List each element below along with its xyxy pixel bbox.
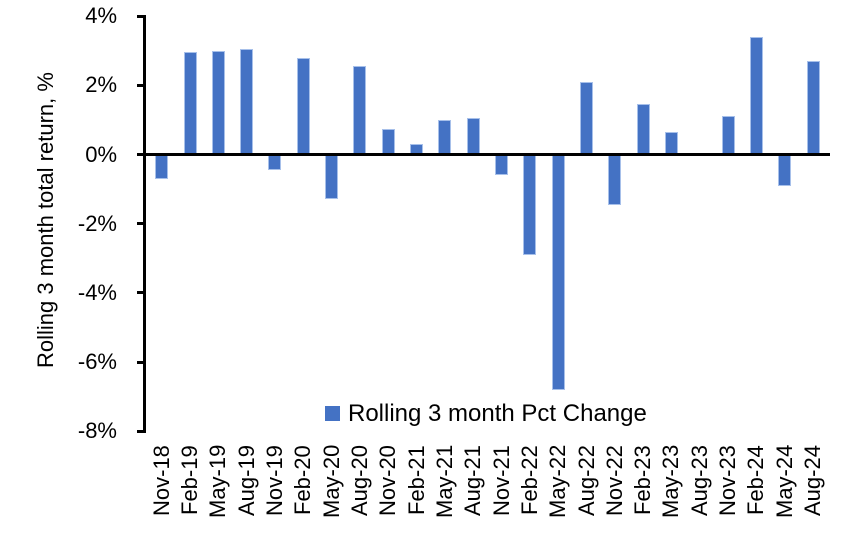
bar-May-22	[551, 154, 565, 390]
y-tick-mark	[137, 429, 146, 433]
legend-swatch-icon	[325, 406, 340, 421]
y-tick-label: -8%	[77, 418, 117, 444]
bar-May-23	[664, 132, 678, 155]
bar-Nov-19	[268, 154, 282, 171]
bar-May-21	[438, 119, 452, 155]
x-tick-label-Feb-22: Feb-22	[516, 445, 542, 515]
bar-Feb-24	[749, 36, 763, 155]
y-tick-label: -2%	[77, 210, 117, 236]
x-tick-label-Nov-19: Nov-19	[261, 445, 287, 516]
bar-May-19	[211, 50, 225, 155]
bar-Nov-18	[155, 154, 169, 179]
x-tick-label-Nov-18: Nov-18	[148, 445, 174, 516]
x-tick-label-Nov-22: Nov-22	[601, 445, 627, 516]
x-tick-label-May-19: May-19	[205, 445, 231, 519]
x-tick-label-Aug-22: Aug-22	[573, 445, 599, 516]
x-tick-label-Nov-23: Nov-23	[715, 445, 741, 516]
legend: Rolling 3 month Pct Change	[325, 400, 647, 427]
x-tick-label-May-23: May-23	[658, 445, 684, 519]
bar-Aug-24	[806, 61, 820, 155]
y-tick-mark	[137, 291, 146, 295]
x-tick-label-Feb-20: Feb-20	[290, 445, 316, 515]
x-tick-label-May-24: May-24	[771, 445, 797, 519]
x-tick-label-Aug-20: Aug-20	[346, 445, 372, 516]
x-tick-label-Feb-24: Feb-24	[743, 445, 769, 515]
x-axis-zero-line	[143, 153, 830, 156]
x-tick-label-Feb-19: Feb-19	[177, 445, 203, 515]
bar-Nov-22	[608, 154, 622, 205]
x-tick-label-Aug-24: Aug-24	[800, 445, 826, 516]
bar-Aug-19	[240, 48, 254, 155]
x-tick-label-Nov-21: Nov-21	[488, 445, 514, 516]
x-tick-label-May-22: May-22	[545, 445, 571, 519]
x-tick-label-Aug-23: Aug-23	[686, 445, 712, 516]
y-tick-label: -4%	[77, 279, 117, 305]
x-tick-label-May-21: May-21	[431, 445, 457, 519]
bar-Aug-20	[353, 66, 367, 155]
y-tick-mark	[137, 360, 146, 364]
bar-Aug-21	[466, 118, 480, 155]
bar-Aug-22	[580, 81, 593, 155]
bar-Nov-21	[495, 154, 509, 176]
bar-Feb-22	[523, 154, 537, 255]
x-tick-label-May-20: May-20	[318, 445, 344, 519]
bar-Nov-23	[721, 116, 735, 155]
y-tick-mark	[137, 222, 146, 226]
x-tick-label-Feb-21: Feb-21	[403, 445, 429, 515]
y-tick-mark	[137, 153, 146, 156]
y-tick-label: 0%	[85, 141, 117, 167]
y-tick-mark	[137, 83, 146, 87]
bar-Feb-19	[183, 52, 197, 155]
bar-Nov-20	[381, 128, 395, 155]
x-tick-label-Nov-20: Nov-20	[375, 445, 401, 516]
bar-May-20	[325, 154, 339, 200]
bar-Feb-20	[296, 57, 310, 155]
x-tick-label-Feb-23: Feb-23	[630, 445, 656, 515]
y-tick-label: -6%	[77, 349, 117, 375]
bar-Feb-23	[636, 104, 650, 155]
bar-May-24	[778, 154, 792, 186]
x-tick-label-Aug-19: Aug-19	[233, 445, 259, 516]
x-tick-label-Aug-21: Aug-21	[460, 445, 486, 516]
legend-label: Rolling 3 month Pct Change	[348, 400, 647, 427]
y-tick-mark	[137, 14, 146, 18]
y-tick-label: 2%	[85, 72, 117, 98]
y-tick-label: 4%	[85, 3, 117, 29]
